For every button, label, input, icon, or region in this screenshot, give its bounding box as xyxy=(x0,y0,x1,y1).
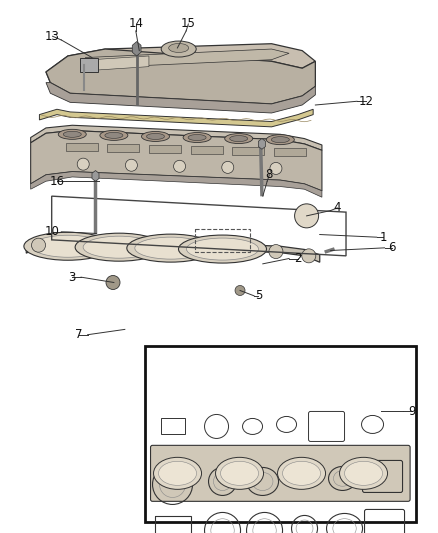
Ellipse shape xyxy=(266,135,294,144)
Bar xyxy=(161,418,184,434)
Ellipse shape xyxy=(215,457,264,489)
Polygon shape xyxy=(31,125,322,150)
Ellipse shape xyxy=(221,462,258,486)
Ellipse shape xyxy=(135,237,207,259)
Text: 13: 13 xyxy=(45,30,60,43)
Text: 5: 5 xyxy=(255,289,262,302)
Text: 7: 7 xyxy=(75,328,83,341)
Ellipse shape xyxy=(63,131,81,138)
Circle shape xyxy=(270,163,282,174)
Ellipse shape xyxy=(188,134,206,141)
Polygon shape xyxy=(39,109,313,127)
Circle shape xyxy=(106,276,120,289)
Bar xyxy=(145,346,416,522)
Ellipse shape xyxy=(32,235,104,257)
Polygon shape xyxy=(31,131,322,191)
Ellipse shape xyxy=(105,132,123,139)
Text: 14: 14 xyxy=(128,18,143,30)
Text: 15: 15 xyxy=(181,18,196,30)
Circle shape xyxy=(269,245,283,259)
Text: 12: 12 xyxy=(358,95,373,108)
Polygon shape xyxy=(31,172,322,197)
Ellipse shape xyxy=(159,462,197,486)
FancyBboxPatch shape xyxy=(151,446,410,502)
Bar xyxy=(155,516,191,533)
Bar xyxy=(107,144,139,152)
Ellipse shape xyxy=(339,457,388,489)
Circle shape xyxy=(125,159,138,171)
Polygon shape xyxy=(258,139,265,149)
Ellipse shape xyxy=(283,462,321,486)
Circle shape xyxy=(77,158,89,170)
Ellipse shape xyxy=(345,462,382,486)
Text: 16: 16 xyxy=(49,175,64,188)
Circle shape xyxy=(173,160,186,172)
Ellipse shape xyxy=(100,131,128,140)
Ellipse shape xyxy=(154,457,201,489)
Circle shape xyxy=(235,286,245,295)
Bar xyxy=(66,143,98,151)
Polygon shape xyxy=(46,49,315,104)
Ellipse shape xyxy=(183,133,211,142)
Text: 10: 10 xyxy=(45,225,60,238)
Ellipse shape xyxy=(24,232,112,260)
Ellipse shape xyxy=(271,136,290,143)
Ellipse shape xyxy=(161,41,196,57)
Bar xyxy=(232,147,264,155)
Polygon shape xyxy=(26,237,320,262)
Ellipse shape xyxy=(187,238,258,260)
Bar xyxy=(149,145,181,153)
Text: 6: 6 xyxy=(388,241,396,254)
Ellipse shape xyxy=(169,44,189,52)
Ellipse shape xyxy=(225,134,253,143)
Ellipse shape xyxy=(127,234,215,262)
Circle shape xyxy=(222,161,234,173)
Ellipse shape xyxy=(75,233,163,261)
Ellipse shape xyxy=(278,457,325,489)
Circle shape xyxy=(302,249,316,263)
Text: 2: 2 xyxy=(294,252,302,265)
Bar xyxy=(80,58,98,71)
Polygon shape xyxy=(85,49,289,68)
Text: 9: 9 xyxy=(408,405,416,418)
Ellipse shape xyxy=(146,133,165,140)
Bar xyxy=(191,146,223,154)
Ellipse shape xyxy=(230,135,248,142)
Polygon shape xyxy=(92,171,99,181)
Ellipse shape xyxy=(83,236,155,258)
Text: 4: 4 xyxy=(333,201,341,214)
Ellipse shape xyxy=(58,130,86,139)
Circle shape xyxy=(32,238,46,252)
Polygon shape xyxy=(46,44,315,83)
Polygon shape xyxy=(132,42,141,56)
Text: 8: 8 xyxy=(266,168,273,181)
Polygon shape xyxy=(46,83,315,113)
Polygon shape xyxy=(92,56,149,70)
Text: 1: 1 xyxy=(379,231,387,244)
Bar xyxy=(195,229,250,252)
Ellipse shape xyxy=(141,132,170,141)
Circle shape xyxy=(295,204,318,228)
Bar xyxy=(274,148,306,156)
Text: 3: 3 xyxy=(69,271,76,284)
Ellipse shape xyxy=(179,235,266,263)
